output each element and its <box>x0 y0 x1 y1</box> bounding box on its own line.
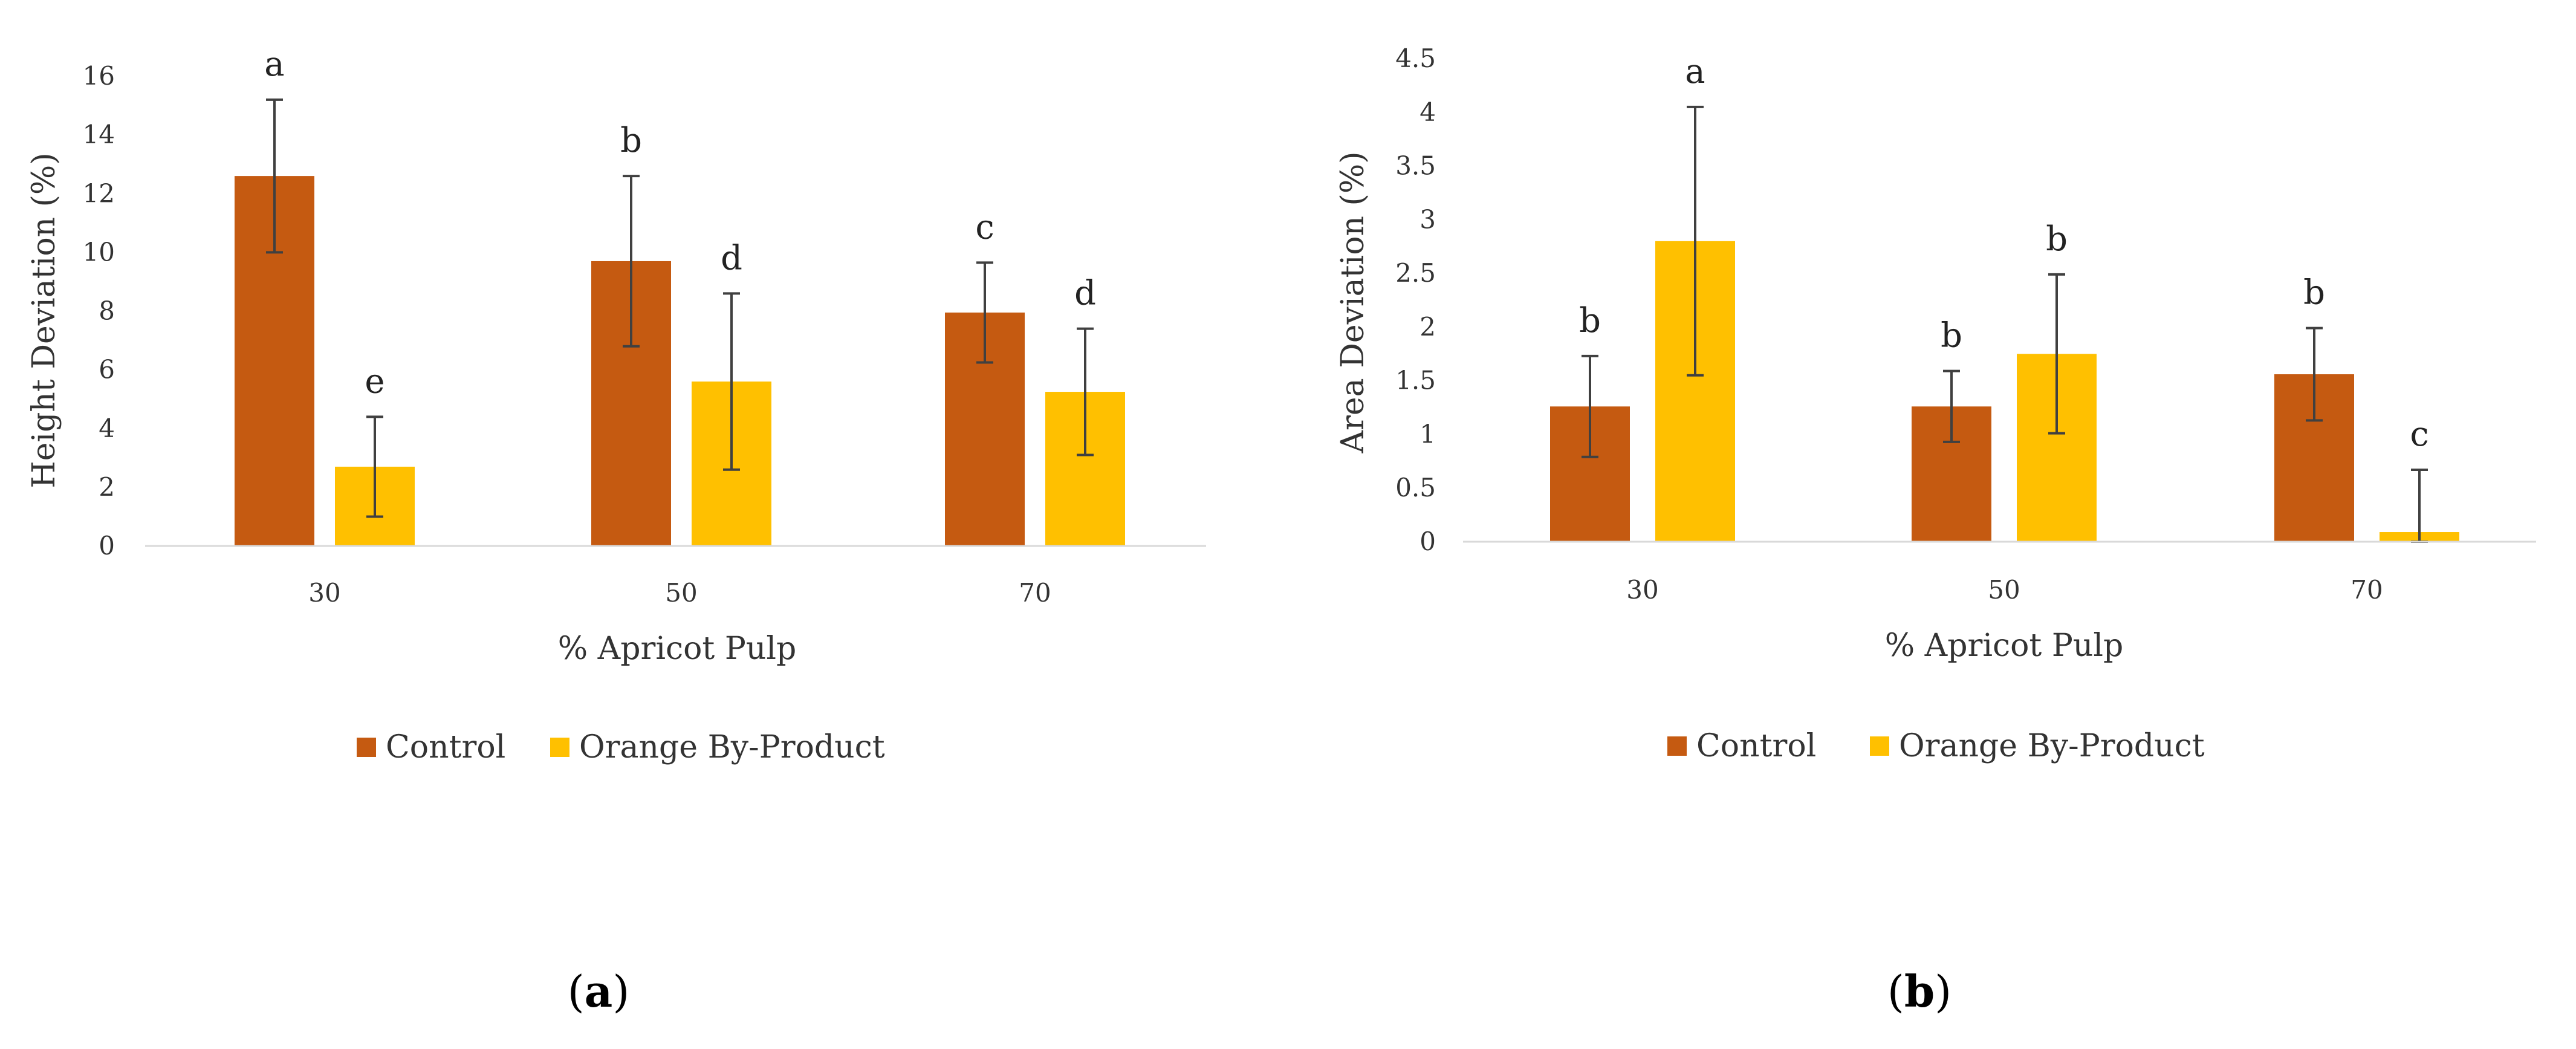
significance-letters-a: a b c e d d <box>264 45 1096 401</box>
legend-swatch-control-b <box>1667 736 1687 756</box>
legend-a: Control Orange By-Product <box>357 729 885 765</box>
legend-label-orange-a: Orange By-Product <box>579 729 885 765</box>
y-tick-label: 0 <box>99 531 115 560</box>
significance-letter: b <box>1941 316 1962 356</box>
y-tick-label: 1.5 <box>1395 366 1436 395</box>
x-axis-title-b: % Apricot Pulp <box>1885 628 2124 664</box>
y-tick-label: 2 <box>1419 312 1436 342</box>
y-tick-label: 3.5 <box>1395 151 1436 181</box>
y-tick-label: 0 <box>1419 527 1436 556</box>
y-tick-label: 14 <box>83 120 115 149</box>
y-axis-ticks-b: 0 0.5 1 1.5 2 2.5 3 3.5 4 4.5 <box>1395 44 1436 556</box>
y-tick-label: 4 <box>1419 97 1436 127</box>
y-axis-ticks-a: 0 2 4 6 8 10 12 14 16 <box>83 61 115 560</box>
legend-label-control-a: Control <box>386 729 505 765</box>
x-axis-ticks-a: 30 50 70 <box>308 578 1051 608</box>
x-axis-title-a: % Apricot Pulp <box>558 631 797 667</box>
legend-swatch-orange-b <box>1870 736 1889 756</box>
legend-b: Control Orange By-Product <box>1667 728 2205 764</box>
significance-letter: b <box>2046 219 2068 259</box>
significance-letter: b <box>620 121 642 160</box>
x-tick-label: 50 <box>1988 575 2020 605</box>
y-tick-label: 4 <box>99 414 115 443</box>
error-bars-group-a <box>266 98 1094 518</box>
significance-letter: c <box>2410 415 2428 454</box>
y-tick-label: 12 <box>83 178 115 208</box>
panel-label-a: (a) <box>568 966 630 1017</box>
y-tick-label: 8 <box>99 296 115 326</box>
x-tick-label: 70 <box>1019 578 1051 608</box>
x-axis-ticks-b: 30 50 70 <box>1626 575 2383 605</box>
y-tick-label: 1 <box>1419 419 1436 449</box>
chart-panel-b: b b b a b c 0 0.5 1 1.5 2 2.5 3 3.5 4 4.5 30 50 70 % Apr… <box>1335 44 2536 1017</box>
y-tick-label: 0.5 <box>1395 473 1436 502</box>
panel-label-b: (b) <box>1887 966 1952 1017</box>
y-tick-label: 16 <box>83 61 115 91</box>
x-tick-label: 50 <box>665 578 697 608</box>
significance-letter: e <box>365 362 384 401</box>
significance-letter: b <box>2303 273 2325 313</box>
y-tick-label: 3 <box>1419 204 1436 234</box>
legend-label-control-b: Control <box>1696 728 1816 764</box>
legend-swatch-control-a <box>357 738 376 757</box>
x-tick-label: 30 <box>1626 575 1658 605</box>
panel-label-b-letter: b <box>1904 966 1935 1017</box>
x-tick-label: 70 <box>2351 575 2383 605</box>
legend-swatch-orange-a <box>550 738 569 757</box>
significance-letter: d <box>1074 274 1096 313</box>
chart-panel-a: a b c e d d 0 2 4 6 8 10 12 14 16 30 50 70 % Apricot Pu… <box>26 45 1206 1017</box>
y-tick-label: 4.5 <box>1395 44 1436 73</box>
y-tick-label: 10 <box>83 237 115 267</box>
y-tick-label: 2.5 <box>1395 258 1436 288</box>
x-tick-label: 30 <box>308 578 340 608</box>
y-tick-label: 6 <box>99 355 115 385</box>
significance-letter: c <box>975 207 994 247</box>
legend-label-orange-b: Orange By-Product <box>1899 728 2205 764</box>
panel-label-a-letter: a <box>585 966 613 1017</box>
significance-letter: a <box>1685 52 1705 91</box>
significance-letters-b: b b b a b c <box>1579 52 2429 454</box>
significance-letter: a <box>264 45 284 84</box>
error-bars-group-b <box>1582 105 2428 543</box>
y-axis-title-b: Area Deviation (%) <box>1335 151 1371 453</box>
y-tick-label: 2 <box>99 472 115 502</box>
significance-letter: d <box>721 238 742 278</box>
significance-letter: b <box>1579 301 1601 340</box>
y-axis-title-a: Height Deviation (%) <box>26 152 62 488</box>
